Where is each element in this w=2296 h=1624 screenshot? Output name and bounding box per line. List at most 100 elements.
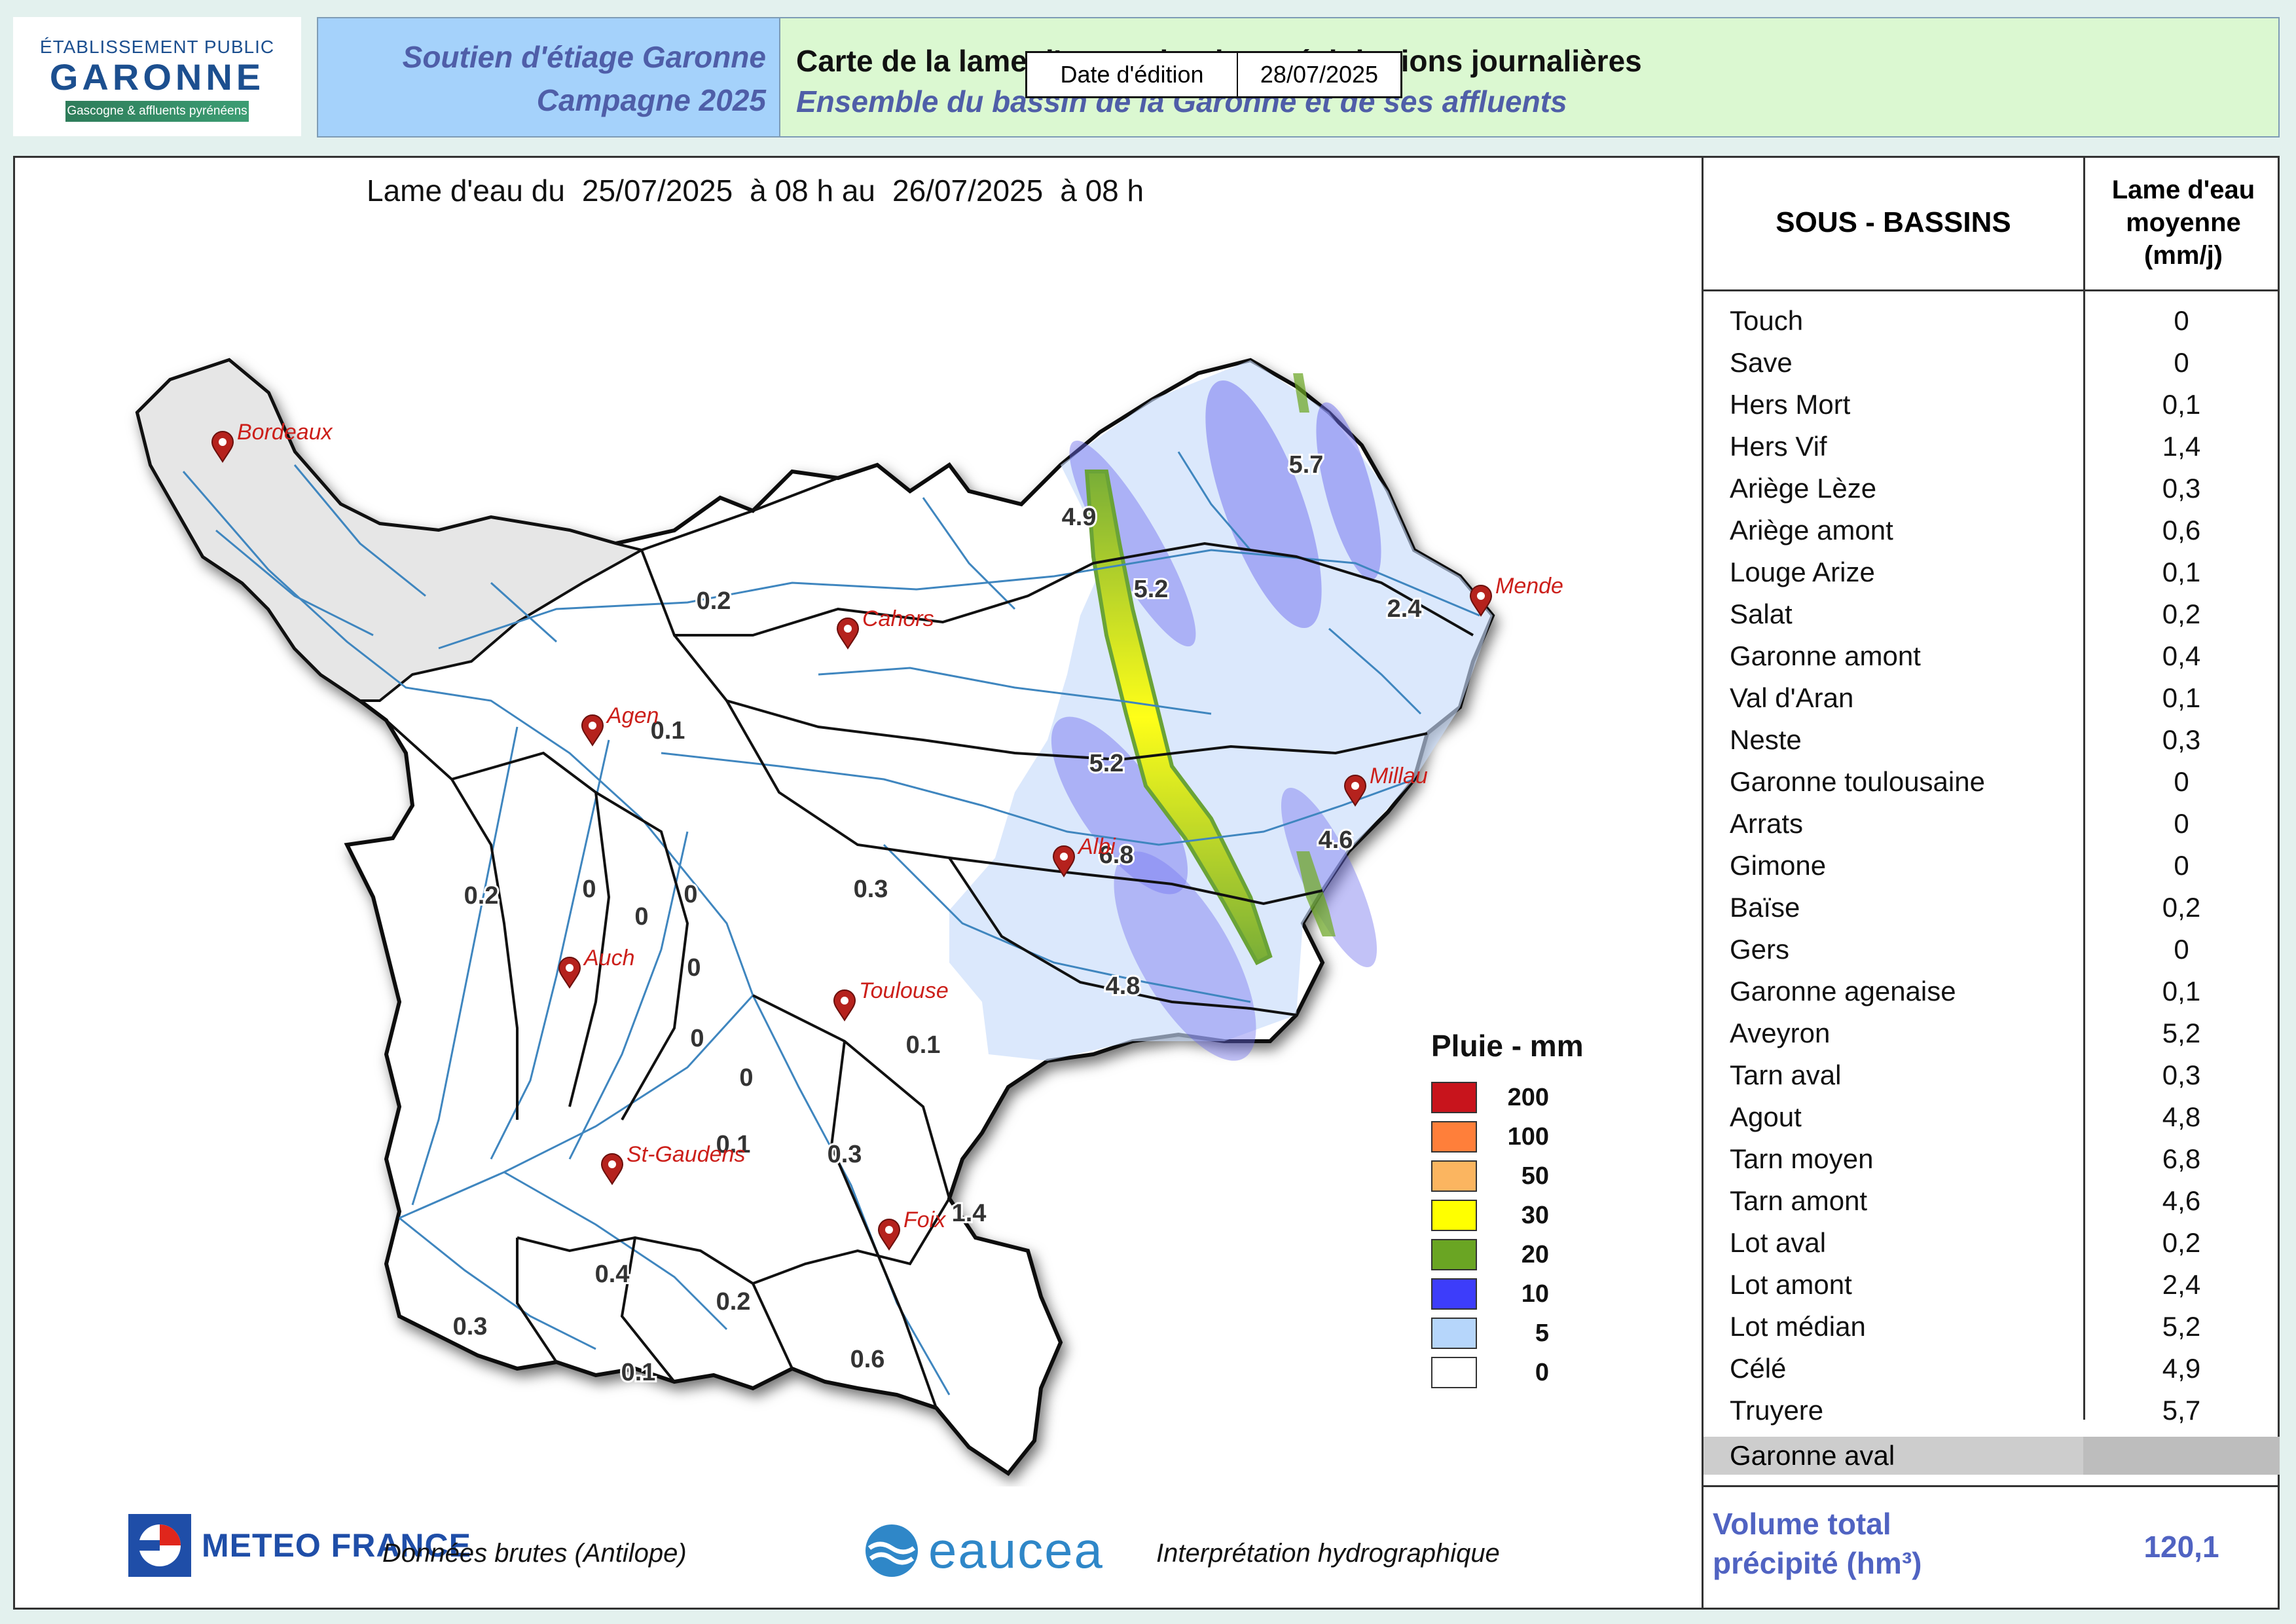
table-header: SOUS - BASSINS Lame d'eau moyenne (mm/j) <box>1704 156 2280 291</box>
river-agout <box>883 843 1251 1003</box>
map-pin-icon <box>877 1219 901 1251</box>
map-date-end: 26/07/2025 <box>892 174 1044 208</box>
river-tarn <box>661 752 1415 846</box>
eaucea-text: eaucea <box>928 1521 1104 1579</box>
meteo-france-icon <box>128 1514 191 1577</box>
table-row: Val d'Aran 0,1 <box>1704 677 2280 719</box>
city-label: Toulouse <box>859 978 949 1003</box>
sub-basin-name: Aveyron <box>1730 1018 1831 1048</box>
sub-basin-name: Touch <box>1730 305 1804 336</box>
sub-basin-boundaries <box>385 477 1474 1409</box>
rain-band <box>1316 402 1381 580</box>
basin-value-label: 0.2 <box>464 882 499 910</box>
basin-value-label: 0 <box>582 876 596 903</box>
rain-streak-secondary <box>1296 851 1336 936</box>
city-label: Auch <box>583 946 635 970</box>
logo-line1: ÉTABLISSEMENT PUBLIC <box>39 37 275 57</box>
sub-basin-name: Gimone <box>1730 850 1827 881</box>
table-row: Garonne amont 0,4 <box>1704 635 2280 677</box>
basin-value-label: 0.1 <box>621 1359 656 1386</box>
header-mean-rain: Lame d'eau moyenne (mm/j) <box>2083 156 2282 289</box>
city-marker: Cahors <box>836 606 934 650</box>
table-row: Hers Mort 0,1 <box>1704 384 2280 426</box>
basin-value-label: 0 <box>690 1025 704 1052</box>
map-pin-icon <box>833 989 856 1022</box>
sub-basin-value: 5,7 <box>2162 1395 2201 1426</box>
legend-value: 200 <box>1507 1083 1549 1111</box>
map-pin-dot <box>219 438 227 446</box>
meteo-credit: Données brutes (Antilope) <box>382 1539 687 1568</box>
river-aveyron <box>818 667 1212 715</box>
basin-map: 5.7 4.9 5.2 2.4 0.2 0.1 5.2 4.6 6.8 0.2 0 0 0 0 0.3 4.8… <box>135 358 1563 1477</box>
sub-basin-value: 0,4 <box>2162 640 2201 671</box>
garonne-aval-row: Garonne aval <box>1704 1437 2280 1475</box>
logo-line3: Gascogne & affluents pyrénéens <box>65 101 249 122</box>
city-label: Agen <box>606 703 659 728</box>
river-neste <box>399 1217 596 1350</box>
rain-band <box>1114 851 1256 1061</box>
table-row: Ariège amont 0,6 <box>1704 509 2280 551</box>
city-marker: Agen <box>581 703 659 747</box>
rain-streak-intense <box>1084 470 1273 965</box>
city-marker: Albi <box>1052 834 1116 877</box>
table-divider <box>2083 289 2085 1420</box>
campaign-line2: Campagne 2025 <box>536 83 766 117</box>
legend-title: Pluie - mm <box>1431 1029 1584 1063</box>
eaucea-wave-icon <box>866 1524 918 1577</box>
boundary <box>517 1236 793 1369</box>
basin-value-label: 0 <box>634 903 648 931</box>
map-pin-dot <box>566 964 574 972</box>
rain-band <box>1205 380 1322 629</box>
boundary <box>752 994 951 1199</box>
edition-date-box: Date d'édition 28/07/2025 <box>1025 51 1402 98</box>
table-row: Lot médian 5,2 <box>1704 1306 2280 1348</box>
map-pin-icon <box>581 714 604 747</box>
table-row: Hers Vif 1,4 <box>1704 426 2280 468</box>
map-pin-dot <box>589 722 596 729</box>
sub-basin-name: Garonne amont <box>1730 640 1921 671</box>
river-salat <box>503 1171 728 1331</box>
table-row: Lot aval 0,2 <box>1704 1222 2280 1264</box>
city-label: Foix <box>903 1208 946 1232</box>
basin-value-label: 0.3 <box>854 876 888 903</box>
sub-basin-value: 4,8 <box>2162 1101 2201 1132</box>
sub-basin-name: Tarn aval <box>1730 1060 1842 1090</box>
table-row: Baïse 0,2 <box>1704 887 2280 929</box>
table-row: Neste 0,3 <box>1704 719 2280 761</box>
basin-value-label: 0.2 <box>716 1288 751 1316</box>
legend-items: 200 100 50 30 20 10 5 0 <box>1431 1078 1584 1392</box>
total-volume: Volume total précipité (hm³) 120,1 <box>1704 1485 2280 1612</box>
legend-value: 50 <box>1521 1162 1549 1190</box>
basin-value-label: 0.1 <box>651 717 685 745</box>
basin-value-label: 0.3 <box>828 1141 862 1168</box>
city-label: Cahors <box>862 606 934 631</box>
legend-value: 10 <box>1521 1280 1549 1308</box>
boundary <box>829 1041 938 1409</box>
map-hour-end: à 08 h <box>1060 174 1144 208</box>
city-label: Albi <box>1077 834 1116 859</box>
epg-logo: ÉTABLISSEMENT PUBLIC GARONNE Gascogne & … <box>13 17 301 136</box>
logo-line2: GARONNE <box>49 56 265 98</box>
sub-basin-name: Célé <box>1730 1353 1787 1384</box>
legend-value: 100 <box>1507 1122 1549 1151</box>
sub-basin-name: Arrats <box>1730 808 1804 839</box>
sub-basin-value: 0 <box>2174 808 2189 839</box>
sub-basin-value: 1,4 <box>2162 431 2201 462</box>
sub-basin-name: Gers <box>1730 934 1790 965</box>
boundary <box>451 751 611 1107</box>
boundary <box>385 719 519 1120</box>
page-title: Carte de la lame d'eau radar des précipi… <box>796 44 1642 78</box>
sub-basin-value: 0 <box>2174 850 2189 881</box>
basin-value-label: 2.4 <box>1387 595 1422 623</box>
table-row: Aveyron 5,2 <box>1704 1012 2280 1054</box>
edition-date-value: 28/07/2025 <box>1260 61 1379 88</box>
sub-basin-value: 0,3 <box>2162 1060 2201 1090</box>
sub-basin-value: 0 <box>2174 347 2189 378</box>
river-tributary <box>215 451 1422 715</box>
eaucea-credit: Interprétation hydrographique <box>1156 1539 1500 1568</box>
boundary <box>725 700 1323 906</box>
boundary <box>516 1237 676 1383</box>
legend-swatch <box>1431 1121 1477 1153</box>
sub-basin-value: 0,2 <box>2162 1227 2201 1258</box>
map-pin-icon <box>1469 585 1493 617</box>
